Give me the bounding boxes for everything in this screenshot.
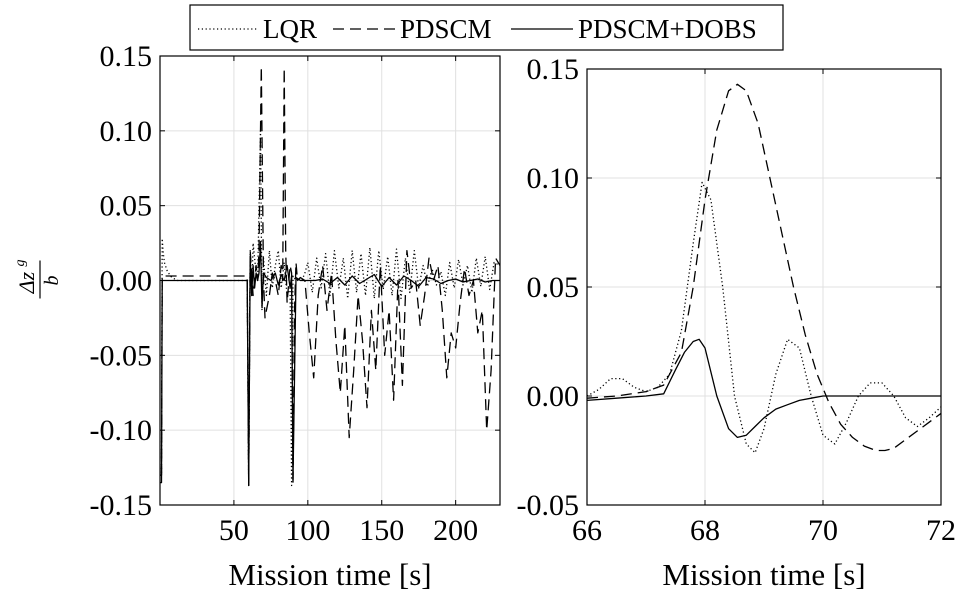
x-axis-label: Mission time [s] [228, 557, 431, 592]
y-tick-label: -0.05 [517, 489, 580, 522]
x-tick-label: 70 [808, 514, 838, 547]
y-axis-label: Δz g b [13, 260, 63, 299]
x-tick-label: 68 [690, 514, 720, 547]
legend: LQR PDSCM PDSCM+DOBS [189, 4, 784, 51]
y-tick-label: 0.05 [527, 271, 580, 304]
y-tick-label: 0.15 [527, 53, 580, 86]
legend-label: PDSCM [400, 14, 492, 44]
legend-box [189, 4, 784, 51]
chart-panel-right: 66 68 70 72 -0.05 0.00 0.05 0.10 0.15 Mission tim… [517, 53, 957, 592]
x-axis-label: Mission time [s] [662, 557, 865, 592]
series-line-pdscm [160, 65, 500, 487]
legend-label: PDSCM+DOBS [578, 14, 757, 44]
y-tick-label: 0.10 [100, 115, 153, 148]
y-tick-label: -0.10 [90, 414, 153, 447]
series-line-lqr [587, 181, 941, 454]
y-tick-label: 0.05 [100, 190, 153, 223]
x-tick-label: 150 [359, 514, 404, 547]
series-line-pdscm-dobs [587, 338, 941, 439]
y-tick-label: -0.05 [90, 339, 153, 372]
series-line-lqr [160, 130, 500, 487]
legend-label: LQR [263, 14, 317, 44]
y-tick-label: 0.10 [527, 162, 580, 195]
y-axis-label-denominator: b [41, 276, 63, 286]
series-line-pdscm [587, 83, 941, 452]
y-tick-label: 0.15 [100, 40, 153, 73]
x-tick-label: 66 [572, 514, 602, 547]
y-tick-label: -0.15 [90, 489, 153, 522]
y-tick-label: 0.00 [100, 265, 153, 298]
x-tick-label: 50 [219, 514, 249, 547]
x-tick-label: 200 [433, 514, 478, 547]
series-line-pdscm-dobs [160, 240, 500, 487]
y-axis-label-numerator: Δz [14, 271, 39, 294]
y-axis-label-superscript: g [13, 260, 28, 267]
x-tick-label: 72 [926, 514, 956, 547]
y-tick-label: 0.00 [527, 380, 580, 413]
x-tick-label: 100 [285, 514, 330, 547]
chart-panel-left: 50 100 150 200 -0.15 -0.10 -0.05 0.00 0.05 0.10 0.… [13, 40, 501, 592]
